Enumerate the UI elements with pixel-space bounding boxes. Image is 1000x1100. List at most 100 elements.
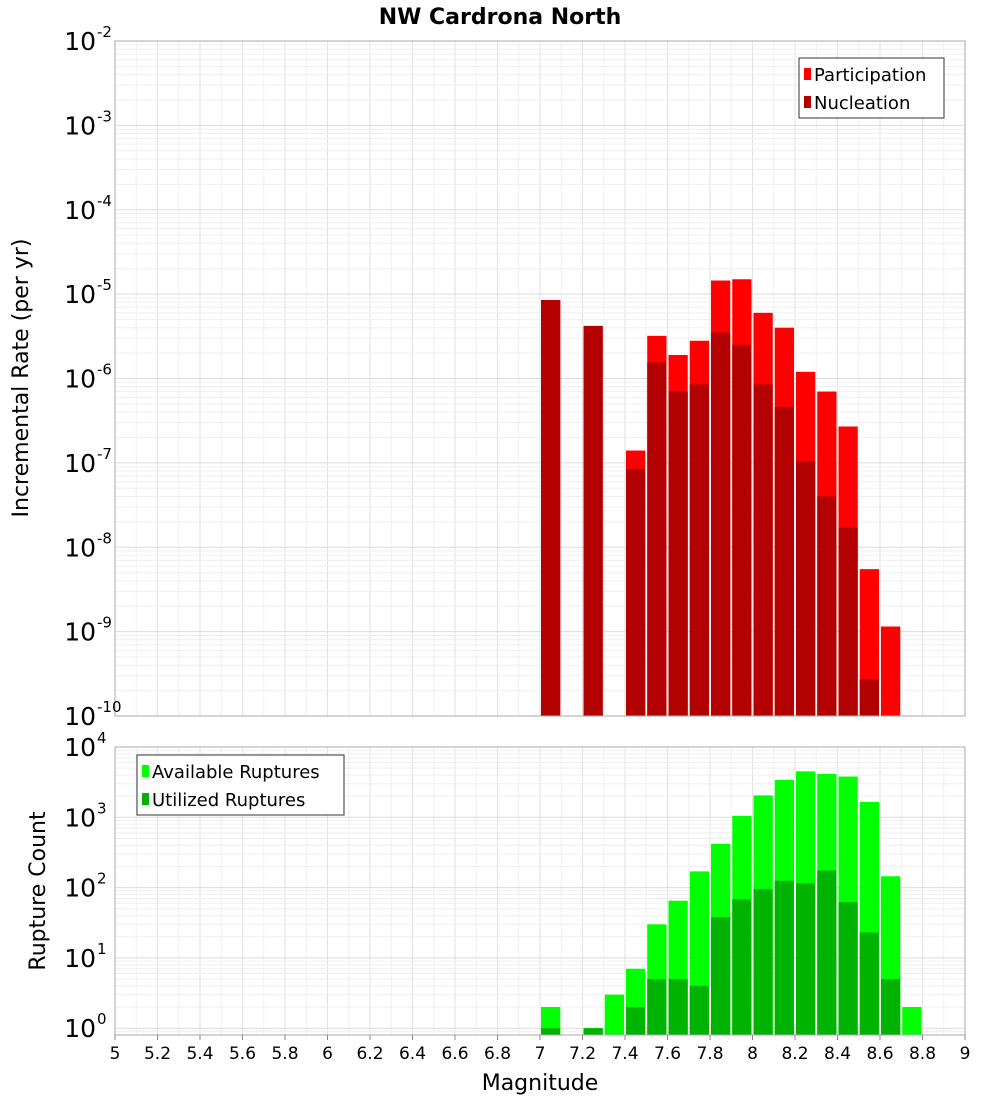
rate-y-tick-base: 10 — [64, 196, 96, 225]
count-bar-secondary — [689, 985, 709, 1035]
x-tick-label: 7.4 — [611, 1044, 638, 1064]
rate-bar-secondary — [817, 496, 837, 716]
count-y-tick-exponent: 4 — [97, 729, 107, 747]
count-bar-primary — [902, 1007, 922, 1035]
count-y-tick-base: 10 — [64, 944, 96, 973]
count-bar-primary — [541, 1007, 561, 1035]
rate-y-tick-exponent: -9 — [97, 614, 112, 632]
count-bar-secondary — [711, 917, 731, 1035]
rate-legend-label: Participation — [814, 65, 926, 86]
count-y-axis-label: Rupture Count — [26, 811, 51, 971]
x-tick-label: 7.6 — [654, 1044, 681, 1064]
count-legend-label: Available Ruptures — [152, 762, 320, 783]
rate-y-tick-exponent: -6 — [97, 361, 112, 379]
rate-y-tick-base: 10 — [64, 280, 96, 309]
count-legend-swatch — [142, 793, 149, 805]
rate-legend: Participation Nucleation — [798, 57, 945, 119]
rate-bar-secondary — [796, 461, 816, 716]
rate-bar-primary — [859, 569, 879, 716]
x-tick-label: 6.2 — [356, 1044, 383, 1064]
rate-bar-secondary — [689, 384, 709, 716]
rate-y-tick-exponent: -5 — [97, 276, 112, 294]
rate-bar-secondary — [732, 344, 752, 716]
x-tick-label: 8.4 — [824, 1044, 851, 1064]
rate-y-tick-base: 10 — [64, 702, 96, 731]
x-tick-label: 7 — [535, 1044, 546, 1064]
x-tick-label: 8.6 — [866, 1044, 893, 1064]
rate-bar-secondary — [541, 300, 561, 716]
rate-y-tick-exponent: -8 — [97, 529, 112, 547]
x-tick-label: 6.6 — [441, 1044, 468, 1064]
x-tick-label: 5.2 — [144, 1044, 171, 1064]
count-bar-secondary — [796, 883, 816, 1035]
rate-bar-secondary — [838, 527, 858, 716]
count-bar-secondary — [732, 899, 752, 1035]
rate-legend-label: Nucleation — [814, 93, 910, 114]
count-bar-secondary — [668, 979, 688, 1035]
rate-bar-secondary — [859, 679, 879, 716]
x-tick-label: 5.6 — [229, 1044, 256, 1064]
rate-bar-secondary — [583, 325, 603, 716]
rate-legend-swatch — [804, 68, 811, 80]
count-bar-secondary — [859, 932, 879, 1035]
x-tick-label: 6 — [322, 1044, 333, 1064]
rate-y-tick-base: 10 — [64, 618, 96, 647]
count-y-tick-base: 10 — [64, 874, 96, 903]
rate-y-tick-base: 10 — [64, 365, 96, 394]
x-tick-label: 6.4 — [399, 1044, 426, 1064]
x-tick-label: 8.8 — [909, 1044, 936, 1064]
count-y-tick-exponent: 0 — [97, 1010, 107, 1028]
x-tick-label: 7.8 — [696, 1044, 723, 1064]
x-tick-label: 8.2 — [781, 1044, 808, 1064]
count-bar-secondary — [838, 902, 858, 1035]
count-y-tick-exponent: 2 — [97, 870, 107, 888]
rate-y-tick-exponent: -3 — [97, 107, 112, 125]
x-axis-label: Magnitude — [482, 1071, 599, 1096]
rate-y-tick-exponent: -7 — [97, 445, 112, 463]
rate-legend-box — [798, 57, 945, 119]
x-tick-label: 8 — [747, 1044, 758, 1064]
count-bar-secondary — [626, 1007, 646, 1035]
rate-y-tick-exponent: -4 — [97, 192, 112, 210]
rate-bar-primary — [881, 626, 901, 716]
rate-y-tick-base: 10 — [64, 27, 96, 56]
count-bar-secondary — [881, 979, 901, 1035]
count-bar-secondary — [541, 1028, 561, 1035]
x-tick-label: 7.2 — [569, 1044, 596, 1064]
rate-legend-swatch — [804, 96, 811, 108]
count-legend-label: Utilized Ruptures — [152, 790, 305, 811]
count-y-tick-base: 10 — [64, 803, 96, 832]
count-bar-secondary — [583, 1028, 603, 1035]
rate-y-tick-base: 10 — [64, 533, 96, 562]
x-tick-label: 6.8 — [484, 1044, 511, 1064]
count-legend-swatch — [142, 765, 149, 777]
rate-plot-frame — [114, 40, 966, 717]
x-tick-label: 5.4 — [186, 1044, 213, 1064]
rate-bar-secondary — [647, 362, 667, 716]
x-tick-label: 9 — [960, 1044, 971, 1064]
count-y-tick-base: 10 — [64, 733, 96, 762]
rate-bar-secondary — [626, 468, 646, 716]
x-tick-label: 5 — [110, 1044, 121, 1064]
count-legend-box — [136, 754, 345, 816]
rate-bar-secondary — [774, 406, 794, 716]
count-y-tick-exponent: 1 — [97, 940, 107, 958]
x-tick-label: 5.8 — [271, 1044, 298, 1064]
count-bar-secondary — [647, 979, 667, 1035]
count-bar-primary — [604, 994, 624, 1035]
count-bar-secondary — [774, 880, 794, 1035]
count-y-tick-base: 10 — [64, 1014, 96, 1043]
count-legend: Available Ruptures Utilized Ruptures — [136, 754, 345, 816]
rate-y-axis-label: Incremental Rate (per yr) — [9, 239, 34, 518]
chart-title: NW Cardrona North — [379, 5, 622, 30]
rate-y-tick-base: 10 — [64, 449, 96, 478]
rate-bar-secondary — [668, 391, 688, 716]
count-bar-secondary — [817, 870, 837, 1035]
rate-y-tick-exponent: -10 — [97, 698, 122, 716]
count-bar-secondary — [753, 889, 773, 1035]
rate-bar-secondary — [753, 384, 773, 716]
count-y-tick-exponent: 3 — [97, 799, 107, 817]
